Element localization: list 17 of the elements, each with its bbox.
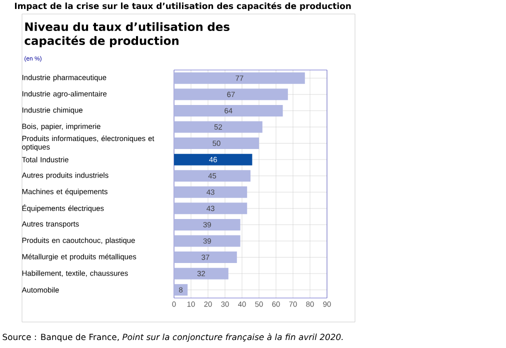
bar (174, 138, 259, 150)
bar (174, 154, 252, 166)
bar (174, 268, 228, 280)
chart-title: Impact de la crise sur le taux d’utilisation des capacités de production (14, 2, 351, 11)
source-note: Source : Banque de France, Point sur la conjoncture française à la fin avril 2020. (2, 333, 343, 342)
chart-subtitle: Niveau du taux d’utilisation des capacités de production (24, 22, 230, 48)
bar (174, 186, 248, 198)
bar (174, 72, 305, 84)
bar (174, 121, 262, 133)
bar (174, 170, 250, 182)
bar (174, 202, 248, 214)
bar (174, 235, 240, 247)
bar (174, 104, 283, 116)
bar (174, 252, 237, 264)
bar (174, 284, 188, 296)
bar (174, 218, 240, 230)
bar (174, 88, 288, 100)
